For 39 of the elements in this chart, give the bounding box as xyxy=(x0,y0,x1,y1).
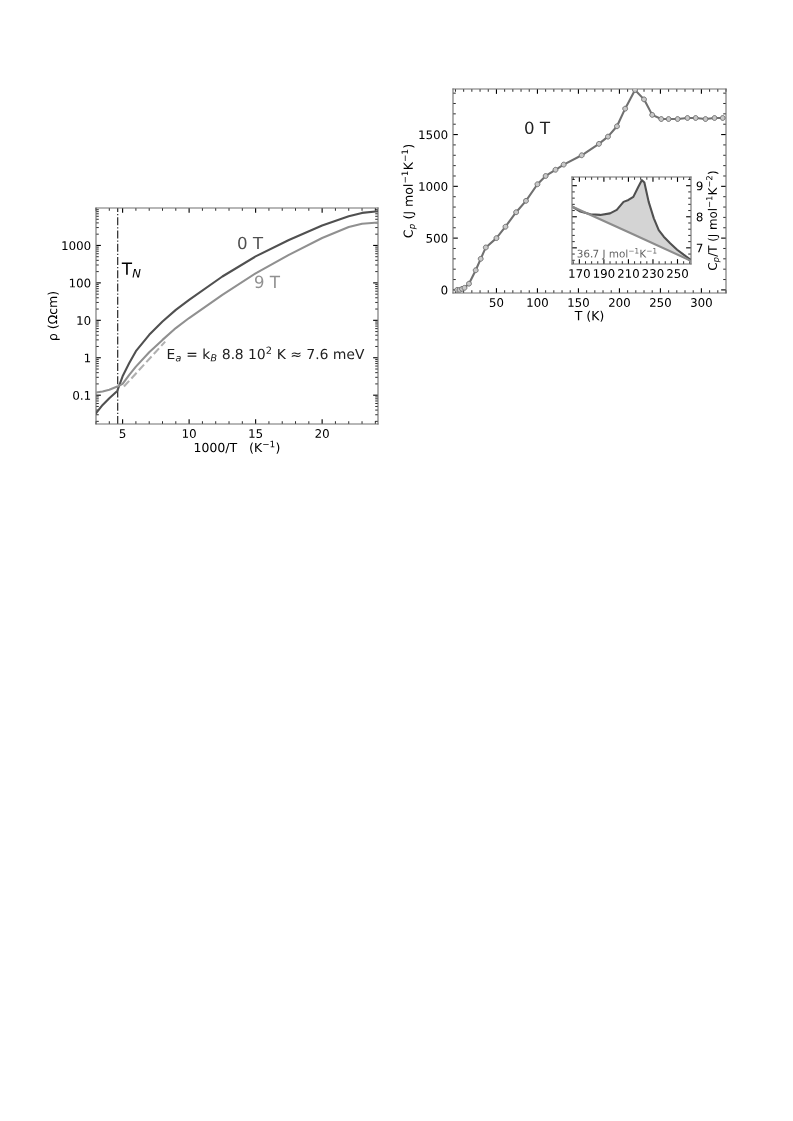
annotation: E$_{a}$ = k$_{B}$ 8.8 10$^{2}$ K ≈ 7.6 meV xyxy=(167,346,365,362)
y-axis-title: C$_{p}$ (J mol$^{−1}$K$^{−1}$) xyxy=(401,144,417,238)
x-tick-label: 20 xyxy=(315,429,329,438)
x-tick-label: 50 xyxy=(489,298,504,307)
y-tick-label: 100 xyxy=(69,278,91,288)
x-tick-label: 15 xyxy=(249,429,263,438)
y-tick-label: 1000 xyxy=(419,182,448,191)
x-tick-label: 10 xyxy=(182,429,196,438)
y-tick-label: 1500 xyxy=(419,130,448,140)
x-tick-label: 210 xyxy=(618,269,639,278)
x-tick-label: 250 xyxy=(650,298,671,307)
y2-axis-title: C$_{p}$/T (J mol$^{−1}$K$^{−2}$) xyxy=(706,171,721,271)
x-tick-label: 170 xyxy=(569,269,590,278)
annotation: 0 T xyxy=(525,121,551,135)
series-label: 0 T xyxy=(238,236,264,250)
x-axis-title: T (K) xyxy=(574,310,604,322)
x-tick-label: 200 xyxy=(609,298,630,307)
series-label: 9 T xyxy=(254,275,281,289)
x-tick-label: 230 xyxy=(642,269,664,278)
y-tick-label: 500 xyxy=(426,233,448,243)
y-tick-label: 0 xyxy=(441,285,448,295)
y-tick-label: 1 xyxy=(84,353,91,363)
x-tick-label: 300 xyxy=(691,298,712,307)
line-series xyxy=(96,221,378,394)
annotation: 36.7 J mol$^{−1}$K$^{−1}$ xyxy=(577,248,657,260)
y2-tick-label: 7 xyxy=(696,243,703,253)
y2-tick-label: 9 xyxy=(696,181,703,191)
y-tick-label: 10 xyxy=(77,316,91,325)
x-tick-label: 150 xyxy=(568,298,589,307)
y-axis-title: ρ (Ωcm) xyxy=(47,291,60,340)
y2-tick-label: 8 xyxy=(696,212,703,222)
ref-line-label: T$_{N}$ xyxy=(121,262,141,278)
x-tick-label: 190 xyxy=(593,269,615,278)
x-tick-label: 5 xyxy=(119,429,126,438)
x-tick-label: 100 xyxy=(527,298,548,307)
y-tick-label: 1000 xyxy=(62,241,91,251)
x-axis-title: 1000/T (K$^{−1}$) xyxy=(194,440,280,454)
y-tick-label: 0.1 xyxy=(73,390,91,400)
x-tick-label: 250 xyxy=(667,269,688,278)
